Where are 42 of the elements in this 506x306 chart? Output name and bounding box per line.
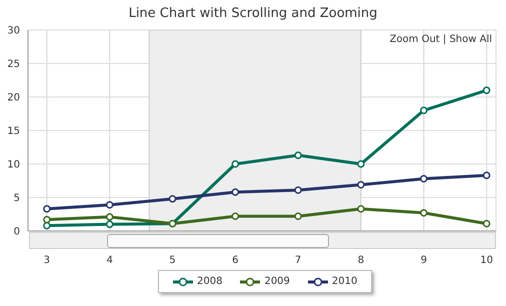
point <box>232 188 240 196</box>
annotation: Zoom Out | Show All <box>390 34 492 45</box>
y-tick-label: 15 <box>7 126 20 138</box>
x-tick-label: 6 <box>232 255 238 266</box>
x-tick-label: 10 <box>480 255 493 266</box>
y-tick-label: 10 <box>7 160 20 171</box>
legend-label: 2009 <box>263 276 290 287</box>
x-tick-label: 9 <box>420 255 427 266</box>
x-tick-label: 4 <box>106 255 113 266</box>
point <box>357 160 365 168</box>
y-tick-label: 30 <box>7 26 20 37</box>
x-tick-label: 7 <box>294 255 302 266</box>
point <box>357 205 365 213</box>
point <box>357 181 365 189</box>
point <box>294 212 302 220</box>
point <box>294 186 302 194</box>
point <box>420 106 428 114</box>
legend-label: 2010 <box>330 276 358 287</box>
point <box>482 172 490 180</box>
x-tick-label: 5 <box>169 255 176 266</box>
point <box>43 205 51 213</box>
y-tick-label: 5 <box>14 193 20 204</box>
point <box>232 160 240 168</box>
x-tick-label: 8 <box>358 255 364 266</box>
x-tick-label: 3 <box>44 255 50 266</box>
point <box>232 212 240 220</box>
point <box>106 201 114 209</box>
point <box>106 213 114 221</box>
point <box>43 222 51 230</box>
point <box>420 209 428 217</box>
chart-title: Line Chart with Scrolling and Zooming <box>128 6 378 21</box>
y-tick-label: 25 <box>7 59 20 70</box>
legend-label: 2008 <box>196 276 222 287</box>
point <box>420 174 428 182</box>
point <box>482 86 490 94</box>
point <box>294 152 302 160</box>
point <box>43 216 51 224</box>
point <box>106 220 114 228</box>
point <box>482 220 490 228</box>
point <box>168 195 176 203</box>
y-tick-label: 0 <box>14 226 20 238</box>
y-tick-label: 20 <box>7 92 20 104</box>
